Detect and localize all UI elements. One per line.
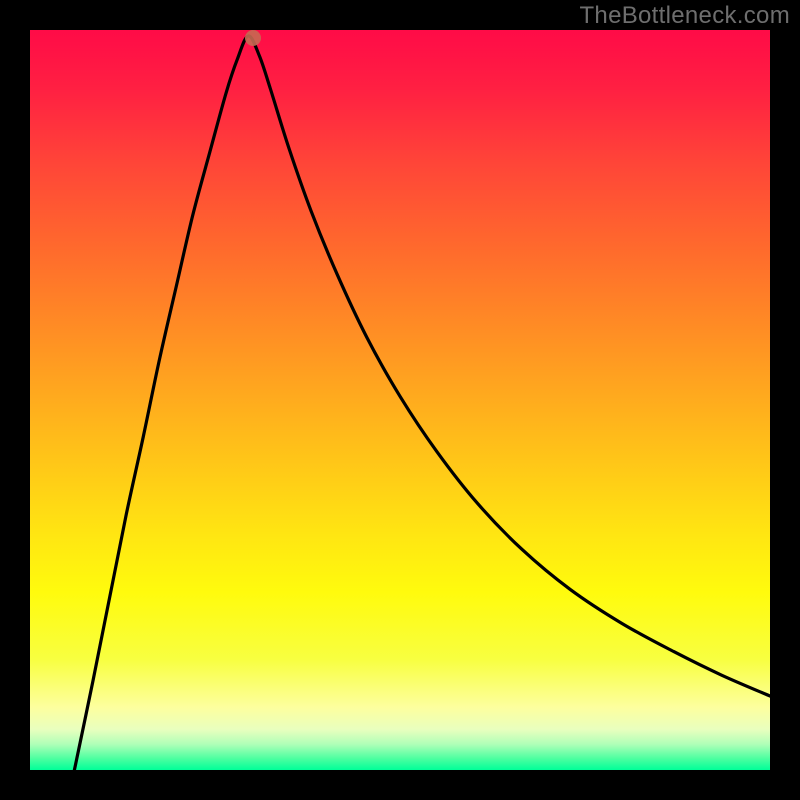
watermark-text: TheBottleneck.com <box>579 2 790 30</box>
plot-area <box>30 30 770 770</box>
bottleneck-curve <box>30 30 770 770</box>
optimal-marker-dot <box>245 30 261 46</box>
